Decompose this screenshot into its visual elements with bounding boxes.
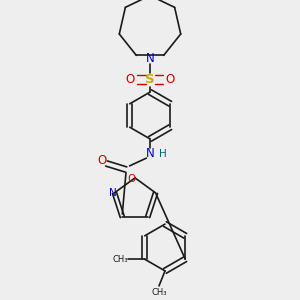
Text: N: N [146, 147, 154, 160]
Text: N: N [109, 188, 117, 198]
Text: O: O [165, 73, 174, 86]
Text: O: O [98, 154, 106, 167]
Text: CH₃: CH₃ [113, 255, 128, 264]
Text: O: O [128, 174, 136, 184]
Text: N: N [146, 52, 154, 65]
Text: CH₃: CH₃ [151, 288, 167, 297]
Text: S: S [145, 73, 155, 86]
Text: O: O [126, 73, 135, 86]
Text: H: H [159, 148, 167, 159]
